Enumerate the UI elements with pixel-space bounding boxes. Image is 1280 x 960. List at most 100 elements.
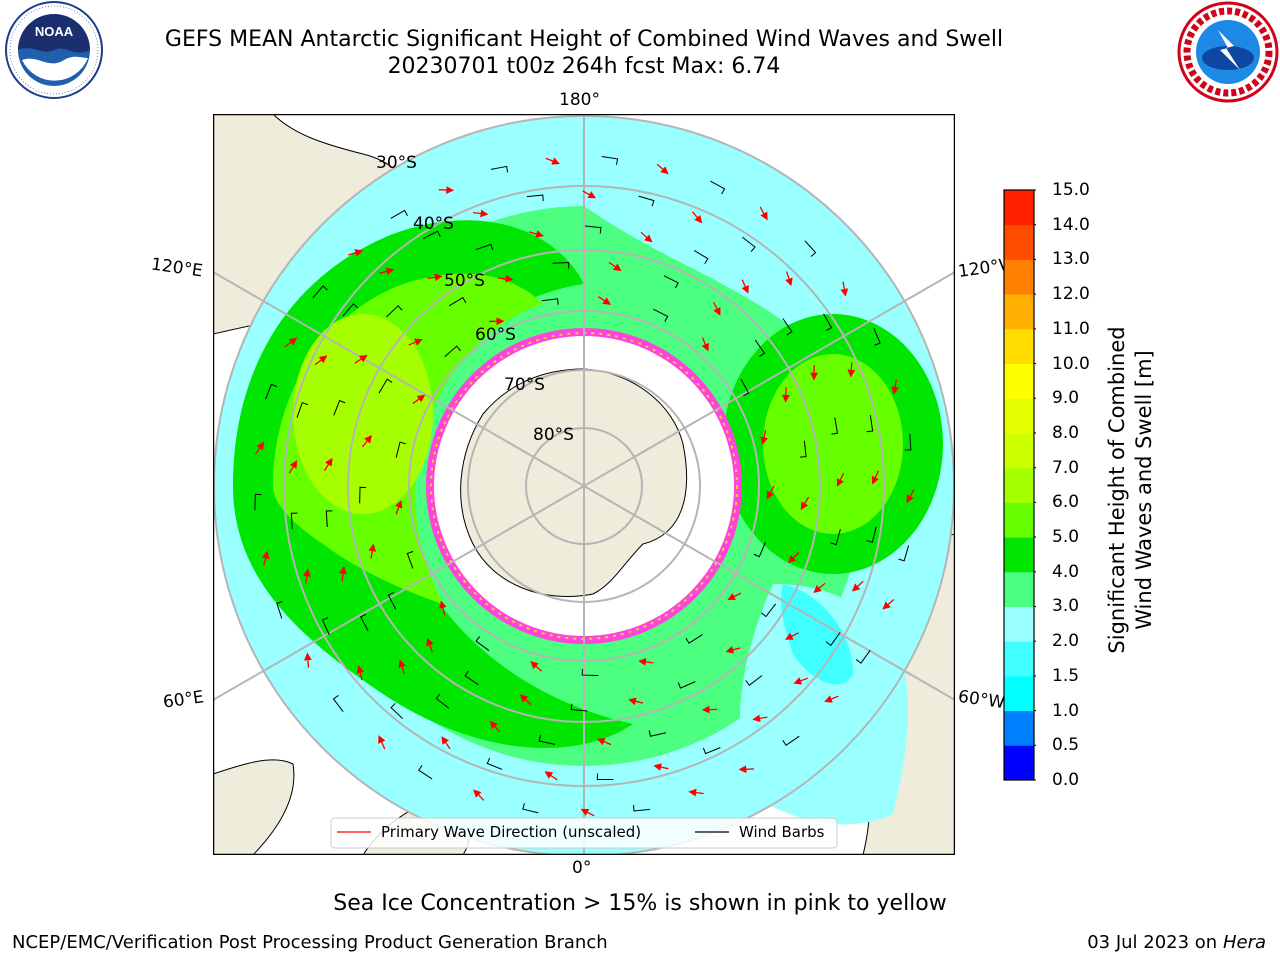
wind-barb — [490, 165, 509, 173]
colorbar-band — [1004, 467, 1034, 503]
wave-arrow — [760, 429, 768, 445]
colorbar-band — [1004, 224, 1034, 260]
wave-arrow — [813, 582, 826, 593]
wind-barb — [423, 230, 441, 239]
wave-arrow — [354, 354, 368, 364]
wave-arrow — [439, 600, 447, 616]
wave-arrow — [871, 470, 880, 485]
wave-arrow — [738, 765, 754, 774]
colorbar-tick-label: 9.0 — [1052, 388, 1080, 409]
wind-barb — [265, 383, 278, 400]
wind-barb — [312, 285, 328, 299]
wave-arrow — [800, 496, 810, 511]
colorbar-tick-label: 0.0 — [1052, 770, 1080, 790]
wave-arrow — [847, 362, 856, 378]
footer-branch: NCEP/EMC/Verification Post Processing Pr… — [12, 932, 608, 953]
wave-arrow — [408, 338, 423, 346]
colorbar-frame — [1003, 189, 1035, 781]
wind-barb — [898, 545, 910, 562]
wind-barb — [359, 613, 369, 632]
wind-barb — [570, 703, 588, 712]
colorbar-label: Significant Height of Combined Wind Wave… — [1105, 326, 1156, 653]
colorbar-tick-label: 8.0 — [1052, 422, 1080, 443]
wind-barb — [745, 675, 763, 686]
wave-arrow — [784, 632, 799, 640]
wave-direction-arrows — [254, 157, 915, 817]
wind-barb — [332, 695, 344, 712]
map-frame — [213, 114, 955, 855]
wind-barb — [663, 275, 679, 289]
wind-barb — [702, 747, 721, 755]
wind-barb — [866, 526, 877, 543]
wave-arrow — [691, 211, 703, 224]
wave-arrow — [378, 735, 386, 750]
wind-barb — [740, 378, 750, 397]
wave-arrow — [882, 598, 895, 610]
wind-barb — [444, 345, 461, 358]
colorbar-tick-label: 2.0 — [1052, 631, 1080, 652]
map-legend: Primary Wave Direction (unscaled) Wind B… — [330, 817, 838, 849]
colorbar-tick-label: 1.0 — [1052, 700, 1080, 721]
wave-arrow — [787, 552, 800, 564]
lat-label-70s: 70°S — [504, 375, 545, 395]
wind-barb — [825, 632, 841, 647]
wind-barb — [904, 433, 912, 451]
wind-barb — [782, 735, 800, 747]
wind-barb — [873, 328, 881, 346]
wind-barb — [418, 765, 433, 780]
wave-arrow — [348, 249, 363, 257]
wind-barb — [296, 401, 309, 418]
colorbar-band — [1004, 641, 1034, 677]
legend-barb-label: Wind Barbs — [739, 823, 825, 841]
wind-barb — [596, 773, 614, 781]
lat-label-50s: 50°S — [444, 271, 485, 291]
colorbar-band — [1004, 328, 1034, 365]
wave-arrow — [725, 646, 741, 654]
footer-host: Hera — [1222, 932, 1266, 953]
colorbar-tick-label: 5.0 — [1052, 527, 1080, 548]
wave-arrow — [544, 771, 558, 781]
wind-barb — [581, 669, 599, 676]
wave-arrow — [628, 697, 644, 706]
wave-arrow — [656, 163, 669, 175]
lat-label-40s: 40°S — [413, 214, 454, 234]
wind-barb — [378, 378, 393, 394]
wave-arrow — [304, 652, 312, 668]
wave-arrow — [906, 489, 915, 504]
wave-arrow — [379, 267, 395, 276]
wave-arrow — [441, 736, 451, 750]
colorbar-band — [1004, 398, 1034, 434]
wave-arrow — [741, 279, 749, 294]
colorbar-tick-label: 1.5 — [1052, 665, 1080, 686]
wind-barb — [831, 417, 839, 435]
wind-barb — [760, 603, 777, 618]
wind-barb — [552, 262, 570, 269]
longitude-grid — [213, 114, 955, 855]
footer-date-text: 03 Jul 2023 on — [1087, 932, 1218, 953]
colorbar-tick-label: 7.0 — [1052, 457, 1080, 478]
colorbar-band — [1004, 294, 1034, 330]
lon-label-60e: 60°E — [161, 687, 206, 713]
colorbar-tick-label: 13.0 — [1052, 249, 1090, 270]
legend-wave-label: Primary Wave Direction (unscaled) — [381, 823, 641, 841]
wind-barb — [435, 693, 450, 709]
wave-arrow — [840, 281, 849, 297]
colorbar-tick-label: 6.0 — [1052, 492, 1080, 513]
wave-arrow — [438, 186, 455, 194]
wave-arrow — [759, 206, 768, 221]
wave-arrow — [713, 301, 721, 316]
wave-arrow — [891, 379, 899, 395]
colorbar-tick-label: 3.0 — [1052, 596, 1080, 617]
colorbar-band — [1004, 190, 1034, 226]
colorbar-band — [1004, 745, 1034, 781]
wave-arrow — [314, 355, 328, 366]
wind-barb — [538, 735, 555, 745]
colorbar-tick-label: 12.0 — [1052, 284, 1090, 305]
wave-arrow — [323, 457, 333, 472]
wind-barb — [753, 541, 767, 558]
colorbar-band — [1004, 710, 1034, 746]
wind-barb — [475, 243, 494, 251]
wave-arrow — [824, 695, 839, 703]
wind-barb — [321, 617, 330, 635]
wave-arrow — [473, 789, 485, 801]
